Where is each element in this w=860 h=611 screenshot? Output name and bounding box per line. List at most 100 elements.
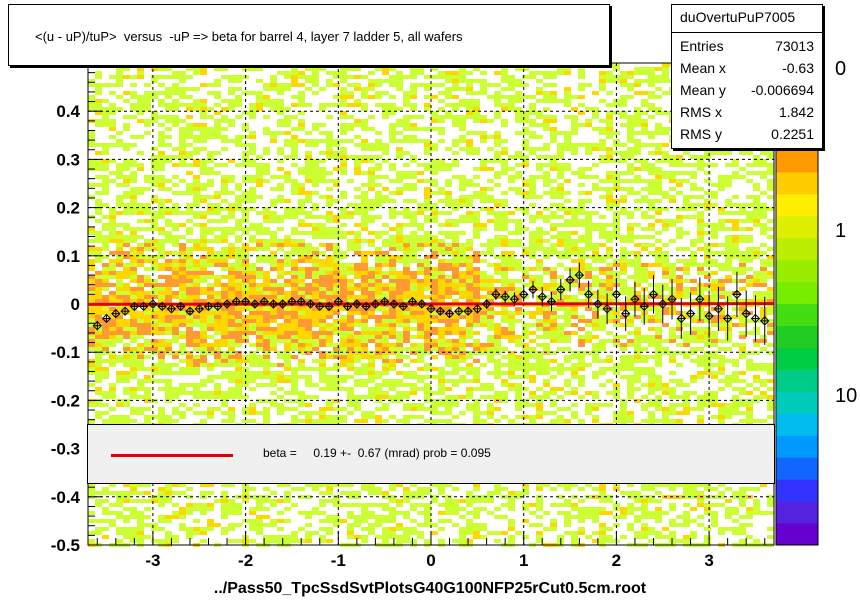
heatmap-cell: [235, 363, 242, 367]
heatmap-cell: [382, 311, 389, 315]
heatmap-cell: [88, 183, 95, 187]
heatmap-cell: [123, 275, 130, 279]
heatmap-cell: [718, 379, 725, 383]
heatmap-cell: [578, 267, 585, 271]
heatmap-cell: [522, 191, 529, 195]
heatmap-cell: [312, 323, 319, 327]
heatmap-cell: [424, 295, 431, 299]
heatmap-cell: [130, 171, 137, 175]
heatmap-cell: [368, 315, 375, 319]
heatmap-cell: [711, 335, 718, 339]
heatmap-cell: [452, 123, 459, 127]
heatmap-cell: [354, 235, 361, 239]
heatmap-cell: [648, 367, 655, 371]
heatmap-cell: [123, 263, 130, 267]
heatmap-cell: [340, 127, 347, 131]
heatmap-cell: [508, 323, 515, 327]
heatmap-cell: [445, 379, 452, 383]
heatmap-cell: [130, 279, 137, 283]
heatmap-cell: [627, 115, 634, 119]
heatmap-cell: [515, 355, 522, 359]
heatmap-cell: [564, 163, 571, 167]
heatmap-cell: [277, 243, 284, 247]
heatmap-cell: [361, 103, 368, 107]
heatmap-cell: [767, 287, 774, 291]
heatmap-cell: [298, 343, 305, 347]
heatmap-cell: [410, 91, 417, 95]
heatmap-cell: [403, 383, 410, 387]
heatmap-cell: [130, 259, 137, 263]
heatmap-cell: [291, 75, 298, 79]
heatmap-cell: [221, 187, 228, 191]
heatmap-cell: [375, 255, 382, 259]
heatmap-cell: [284, 331, 291, 335]
heatmap-cell: [655, 199, 662, 203]
heatmap-cell: [410, 243, 417, 247]
heatmap-cell: [186, 335, 193, 339]
heatmap-cell: [256, 291, 263, 295]
heatmap-cell: [739, 219, 746, 223]
heatmap-cell: [354, 283, 361, 287]
heatmap-cell: [473, 267, 480, 271]
heatmap-cell: [543, 207, 550, 211]
heatmap-cell: [403, 339, 410, 343]
heatmap-cell: [389, 127, 396, 131]
heatmap-cell: [102, 391, 109, 395]
heatmap-cell: [165, 87, 172, 91]
heatmap-cell: [550, 351, 557, 355]
heatmap-cell: [165, 179, 172, 183]
heatmap-cell: [291, 355, 298, 359]
heatmap-cell: [116, 331, 123, 335]
heatmap-cell: [368, 219, 375, 223]
heatmap-cell: [375, 215, 382, 219]
heatmap-cell: [396, 79, 403, 83]
heatmap-cell: [207, 327, 214, 331]
heatmap-cell: [648, 171, 655, 175]
heatmap-cell: [732, 255, 739, 259]
heatmap-cell: [235, 139, 242, 143]
heatmap-cell: [676, 191, 683, 195]
heatmap-cell: [333, 331, 340, 335]
heatmap-cell: [326, 263, 333, 267]
heatmap-cell: [333, 351, 340, 355]
heatmap-cell: [585, 231, 592, 235]
heatmap-cell: [130, 191, 137, 195]
heatmap-cell: [200, 215, 207, 219]
heatmap-cell: [256, 103, 263, 107]
heatmap-cell: [263, 323, 270, 327]
heatmap-cell: [753, 295, 760, 299]
heatmap-cell: [403, 207, 410, 211]
heatmap-cell: [319, 279, 326, 283]
heatmap-cell: [179, 319, 186, 323]
heatmap-cell: [578, 363, 585, 367]
heatmap-cell: [200, 123, 207, 127]
heatmap-cell: [256, 287, 263, 291]
heatmap-cell: [396, 191, 403, 195]
heatmap-cell: [536, 239, 543, 243]
heatmap-cell: [550, 327, 557, 331]
heatmap-cell: [487, 387, 494, 391]
heatmap-cell: [137, 367, 144, 371]
heatmap-cell: [263, 103, 270, 107]
heatmap-cell: [291, 335, 298, 339]
heatmap-cell: [634, 67, 641, 71]
heatmap-cell: [760, 339, 767, 343]
heatmap-cell: [95, 359, 102, 363]
heatmap-cell: [214, 239, 221, 243]
heatmap-cell: [704, 223, 711, 227]
heatmap-cell: [508, 327, 515, 331]
heatmap-cell: [487, 239, 494, 243]
heatmap-cell: [214, 375, 221, 379]
heatmap-cell: [627, 191, 634, 195]
heatmap-cell: [767, 311, 774, 315]
heatmap-cell: [214, 295, 221, 299]
heatmap-cell: [179, 223, 186, 227]
heatmap-cell: [298, 71, 305, 75]
heatmap-cell: [214, 263, 221, 267]
heatmap-cell: [312, 171, 319, 175]
heatmap-cell: [634, 355, 641, 359]
heatmap-cell: [704, 171, 711, 175]
heatmap-cell: [564, 367, 571, 371]
heatmap-cell: [228, 283, 235, 287]
heatmap-cell: [263, 375, 270, 379]
